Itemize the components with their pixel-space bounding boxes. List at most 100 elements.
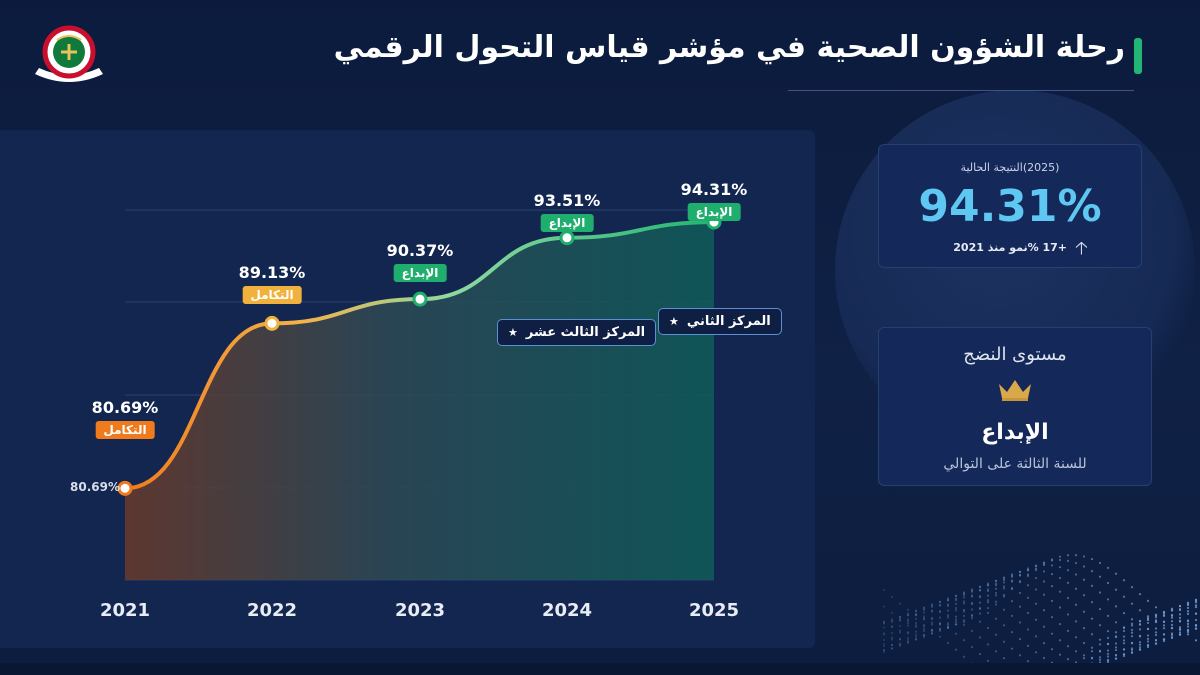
wave-dot [922,618,926,621]
wave-dot [898,615,902,619]
wave-dot [1130,635,1134,638]
wave-dot [1018,581,1022,584]
wave-dot [946,598,950,602]
wave-dot [898,643,902,646]
wave-dot [994,617,998,620]
wave-dot [1042,561,1046,564]
wave-dot [1090,617,1094,620]
wave-dot [1002,593,1006,597]
wave-dot [1194,604,1198,607]
wave-dot [1130,585,1134,589]
wave-dot [1114,621,1118,624]
wave-dot [1050,559,1054,562]
wave-dot [914,621,918,625]
wave-dot [1034,576,1038,580]
wave-dot [970,588,974,591]
wave-dot [1042,641,1046,645]
star-icon: ★ [508,326,518,339]
wave-dot [1138,641,1142,644]
wave-dot [930,621,934,624]
wave-dot [1010,630,1014,634]
wave-dot [1098,591,1102,594]
wave-dot [1034,588,1038,591]
wave-dot [922,606,926,609]
wave-dot [1042,593,1046,596]
wave-dot [1162,610,1166,613]
wave-dot [890,636,894,639]
wave-dot [890,611,894,614]
wave-dot [986,626,990,630]
wave-dot [1162,613,1166,617]
wave-dot [914,635,918,638]
wave-dot [882,621,886,624]
wave-dot [1098,624,1102,627]
wave-dot [962,596,966,599]
wave-dot [1162,627,1166,630]
wave-dot [1146,627,1150,630]
level-badge: الإبداع [393,264,447,282]
wave-dot [906,641,910,644]
wave-dot [1114,631,1118,634]
wave-dot [938,611,942,614]
wave-dot [970,615,974,618]
wave-dot [1098,575,1102,578]
wave-dot [994,633,998,636]
wave-dot [898,619,902,622]
wave-dot [882,622,886,625]
wave-dot [1106,636,1110,640]
wave-dot [1034,635,1038,638]
wave-dot [1026,568,1030,572]
data-label-2022: 89.13% التكامل [239,263,305,304]
wave-dot [954,632,958,635]
wave-dot [946,614,950,617]
wave-dot [1098,649,1102,652]
wave-dot [898,602,902,605]
wave-dot [1170,632,1174,635]
wave-dot [1074,573,1078,576]
wave-dot [882,632,886,635]
maturity-subtitle: للسنة الثالثة على التوالي [943,456,1087,472]
wave-dot [946,623,950,627]
wave-dot [1082,641,1086,645]
wave-dot [970,594,974,597]
wave-dot [962,639,966,642]
wave-dot [898,637,902,640]
wave-dot [978,652,982,656]
wave-dot [930,604,934,607]
title-accent-bar [1134,38,1142,74]
wave-dot [946,621,950,625]
wave-dot [962,600,966,603]
wave-dot [890,631,894,635]
wave-dot [1122,595,1126,598]
wave-dot [970,590,974,593]
wave-dot [1026,573,1030,576]
wave-dot [1018,654,1022,657]
wave-dot [922,629,926,633]
wave-dot [954,594,958,597]
wave-dot [906,619,910,622]
wave-dot [1050,632,1054,635]
wave-dot [930,630,934,633]
wave-dot [1058,606,1062,609]
wave-dot [1018,570,1022,574]
wave-dot [1066,596,1070,600]
wave-dot [890,647,894,650]
wave-dot [1114,572,1118,575]
wave-dot [938,604,942,607]
wave-dot [1162,633,1166,636]
wave-dot [1138,634,1142,637]
wave-dot [1066,581,1070,585]
wave-dot [922,627,926,631]
wave-dot [1058,639,1062,642]
wave-dot [994,600,998,603]
wave-dot [1026,567,1030,570]
wave-dot [1122,626,1126,629]
wave-dot [1154,627,1158,630]
wave-dot [1138,646,1142,649]
wave-dot [1058,622,1062,626]
wave-dot [946,599,950,602]
wave-dot [946,641,950,645]
wave-dot [1090,584,1094,587]
wave-dot [994,591,998,595]
wave-dot [1074,620,1078,623]
